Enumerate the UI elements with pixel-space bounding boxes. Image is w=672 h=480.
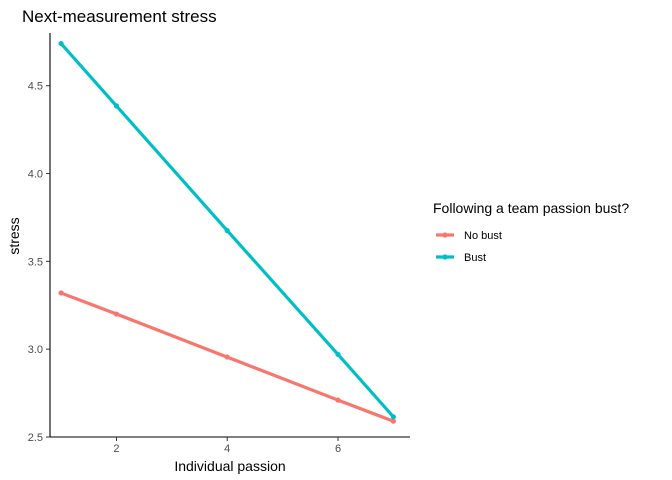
y-axis-title: stress bbox=[6, 217, 22, 254]
axes-group: 2 4 6 2.5 3.0 3.5 4.0 4.5 bbox=[28, 33, 410, 455]
legend-label-no-bust: No bust bbox=[464, 230, 502, 242]
data-point-bust bbox=[58, 40, 64, 47]
x-tick-label: 6 bbox=[335, 443, 341, 455]
legend-key-point-bust bbox=[442, 254, 448, 260]
x-tick-label: 2 bbox=[113, 443, 119, 455]
series-group bbox=[58, 40, 396, 424]
data-point-bust bbox=[335, 351, 341, 358]
x-axis-title: Individual passion bbox=[174, 458, 285, 474]
legend-key-point-no-bust bbox=[442, 232, 448, 238]
y-tick-label: 4.5 bbox=[28, 81, 43, 93]
legend-label-bust: Bust bbox=[464, 252, 486, 264]
data-point-no-bust bbox=[224, 354, 230, 360]
data-point-no-bust bbox=[58, 290, 64, 296]
legend: Following a team passion bust? No bust Bu… bbox=[433, 200, 629, 264]
data-point-bust bbox=[113, 103, 120, 109]
y-tick-label: 4.0 bbox=[28, 169, 43, 181]
plot-area: 2 4 6 2.5 3.0 3.5 4.0 4.5 bbox=[28, 33, 410, 455]
y-tick-label: 3.0 bbox=[28, 344, 43, 356]
data-point-bust bbox=[390, 414, 396, 420]
legend-items: No bust Bust bbox=[436, 230, 502, 264]
x-tick-label: 4 bbox=[224, 443, 230, 455]
y-tick-label: 2.5 bbox=[28, 432, 43, 444]
legend-title: Following a team passion bust? bbox=[433, 200, 629, 216]
y-tick-label: 3.5 bbox=[28, 256, 43, 268]
data-point-no-bust bbox=[390, 418, 396, 424]
data-point-bust bbox=[224, 228, 230, 234]
chart-title: Next-measurement stress bbox=[22, 7, 217, 26]
data-point-no-bust bbox=[335, 397, 341, 403]
data-point-no-bust bbox=[113, 311, 120, 317]
